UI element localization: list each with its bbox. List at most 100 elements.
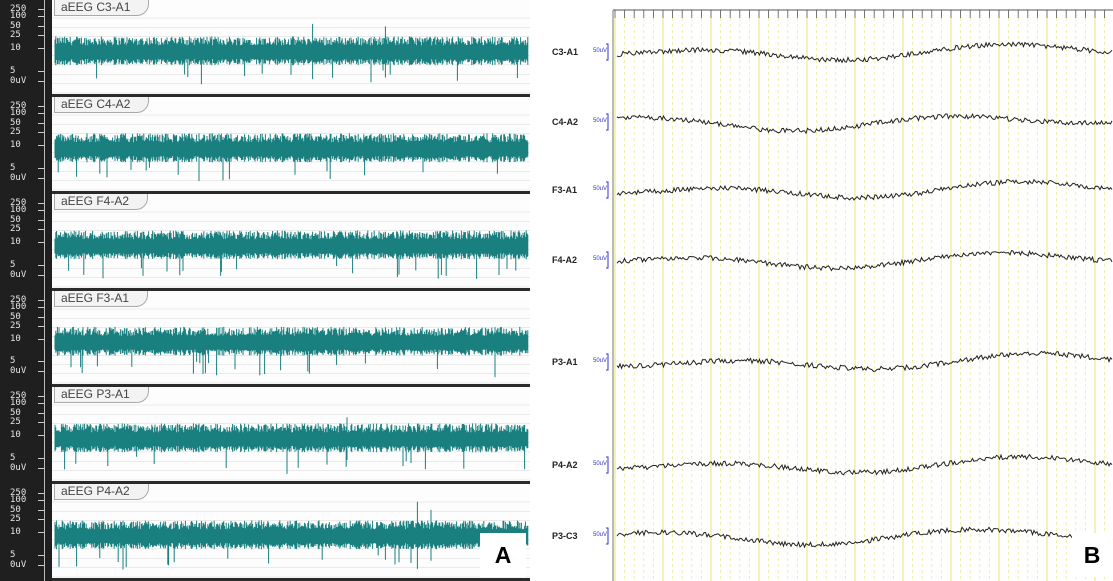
aeeg-channel-label: aEEG C3-A1 (54, 0, 150, 16)
eeg-channel-label: P3-A1 (552, 357, 578, 367)
scale-tick (38, 167, 44, 169)
amplitude-scale-column: 250 100 50 25 10 5 0uV 250 100 50 25 10 5 0uV 250 100 50… (0, 0, 52, 581)
scale-tick (38, 220, 44, 222)
scale-tick (38, 532, 44, 534)
scale-tick (38, 396, 44, 398)
scale-label: 25 (10, 417, 21, 428)
eeg-trace-line (616, 112, 1113, 135)
scale-label: 25 (10, 30, 21, 41)
scale-label: 25 (10, 514, 21, 525)
scale-tick (38, 500, 44, 502)
eeg-panel: C3-A1 50uV C4-A2 50uV F3-A1 50uV F4-A2 50uV P3-A… (551, 0, 1113, 581)
scale-tick (38, 493, 44, 495)
scale-tick (38, 371, 44, 372)
scale-tick (38, 317, 44, 318)
scale-label: 5 (10, 356, 16, 366)
aeeg-trace (52, 308, 530, 384)
scale-label: 100 (10, 205, 27, 216)
scale-label: 5 (10, 549, 16, 560)
scale-tick (38, 307, 44, 308)
aeeg-band (54, 501, 529, 570)
scale-tick (38, 123, 44, 125)
scale-label: 250 (10, 391, 27, 402)
scale-tick (38, 70, 44, 72)
aeeg-band (54, 23, 529, 85)
scale-tick (38, 16, 44, 18)
scale-label: 0uV (10, 462, 27, 473)
aeeg-channel-row: aEEG F3-A1 (52, 291, 530, 387)
scale-label: 50 (10, 505, 21, 516)
scale-label: 25 (10, 224, 21, 235)
scale-label: 50 (10, 21, 21, 32)
eeg-traces (606, 41, 1113, 549)
aeeg-trace (52, 114, 530, 191)
scale-label: 250 (10, 198, 27, 209)
scale-label: 25 (10, 127, 21, 138)
calibration-label: 50uV (593, 461, 608, 467)
scale-tick (38, 106, 44, 108)
scale-tick (38, 361, 44, 362)
calibration-label: 50uV (593, 48, 608, 54)
aeeg-channel-row: aEEG C4-A2 (52, 97, 530, 194)
scale-label: 0uV (10, 75, 27, 86)
scale-label: 100 (10, 302, 27, 312)
eeg-trace-line (616, 178, 1113, 201)
scale-label: 5 (10, 65, 16, 76)
calibration-bar (606, 43, 609, 61)
scale-label: 5 (10, 452, 16, 463)
scale-tick (38, 229, 44, 231)
scale-tick (38, 132, 44, 134)
aeeg-band (54, 230, 529, 279)
scale-tick (38, 9, 44, 11)
aeeg-trace (52, 404, 530, 481)
calibration-label: 50uV (593, 532, 608, 538)
scale-label: 5 (10, 162, 16, 173)
scale-tick (38, 300, 44, 301)
aeeg-channel-label: aEEG F3-A1 (54, 291, 149, 307)
scale-tick (38, 457, 44, 459)
scale-tick (38, 510, 44, 512)
aeeg-band (54, 417, 529, 474)
calibration-bar (606, 113, 609, 131)
calibration-label: 50uV (593, 256, 608, 262)
aeeg-channel-row: aEEG P4-A2 (52, 484, 530, 581)
calibration-bar (606, 353, 609, 371)
scale-tick (38, 203, 44, 205)
scale-tick (38, 413, 44, 415)
scale-tick (38, 554, 44, 556)
calibration-bar (606, 527, 609, 545)
scale-label: 100 (10, 11, 27, 22)
calibration-bar (606, 456, 609, 474)
calibration-label: 50uV (593, 358, 608, 364)
aeeg-channel-row: aEEG P3-A1 (52, 387, 530, 484)
calibration-label: 50uV (593, 118, 608, 124)
scale-tick (38, 326, 44, 327)
eeg-channel-label: C4-A2 (552, 117, 579, 127)
panel-letter-a: A (480, 533, 526, 577)
scale-tick (38, 519, 44, 521)
aeeg-trace (52, 501, 530, 578)
scale-label: 50 (10, 118, 21, 129)
eeg-time-grid (612, 9, 1113, 581)
aeeg-channel-row: aEEG C3-A1 (52, 0, 530, 97)
scale-label: 10 (10, 334, 21, 344)
aeeg-trace (52, 211, 530, 288)
eeg-trace-line (616, 526, 1113, 549)
aeeg-trace (52, 17, 530, 94)
aeeg-channel-label: aEEG P4-A2 (54, 484, 149, 500)
calibration-bar (606, 181, 609, 199)
eeg-channel-label: F3-A1 (552, 185, 578, 195)
scale-tick (38, 422, 44, 424)
aeeg-band (54, 133, 529, 181)
scale-label: 250 (10, 488, 27, 499)
eeg-trace-line (616, 249, 1113, 272)
eeg-trace-line (616, 453, 1113, 476)
aeeg-band (54, 326, 529, 378)
scale-label: 10 (10, 430, 21, 441)
panel-letter-b: B (1072, 533, 1112, 577)
scale-label: 50 (10, 408, 21, 419)
scale-label: 250 (10, 295, 27, 305)
aeeg-channel-label: aEEG P3-A1 (54, 387, 149, 403)
aeeg-channel-label: aEEG C4-A2 (54, 97, 150, 113)
scale-tick (38, 210, 44, 212)
